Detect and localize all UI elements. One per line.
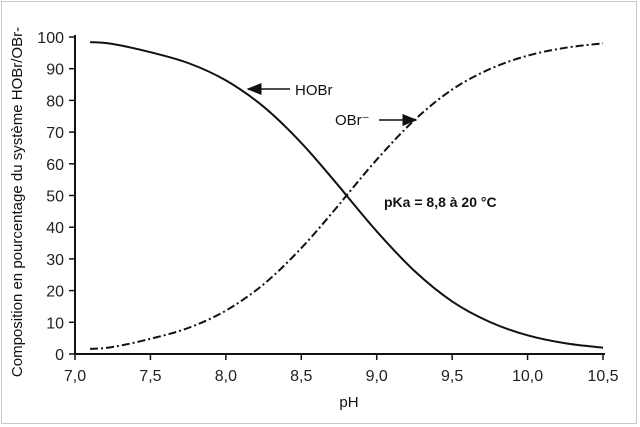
- x-tick-label: 9,0: [366, 368, 388, 385]
- x-axis-label: pH: [339, 394, 358, 411]
- y-axis-ticks: 0 10 20 30 40 50 60 70 80 90 100: [37, 30, 75, 364]
- y-tick-label: 60: [46, 157, 64, 174]
- y-tick-label: 20: [46, 284, 64, 301]
- y-tick-label: 90: [46, 62, 64, 79]
- y-tick-label: 50: [46, 189, 64, 206]
- x-tick-label: 7,0: [64, 368, 86, 385]
- y-tick-label: 40: [46, 220, 64, 237]
- hobr-annotation-label: HOBr: [295, 82, 333, 99]
- y-tick-label: 0: [55, 347, 64, 364]
- series-layer: [90, 41, 604, 350]
- hobr-curve: [90, 41, 604, 349]
- pka-annotation: pKa = 8,8 à 20 °C: [384, 194, 497, 210]
- x-axis-ticks: 7,0 7,5 8,0 8,5 9,0 9,5 10,0 10,5: [64, 354, 619, 385]
- y-tick-label: 30: [46, 252, 64, 269]
- y-tick-label: 100: [37, 30, 64, 47]
- x-tick-label: 7,5: [139, 368, 161, 385]
- y-tick-label: 80: [46, 93, 64, 110]
- y-axis-label: Composition en pourcentage du système HO…: [9, 27, 26, 377]
- x-tick-label: 10,0: [512, 368, 543, 385]
- x-tick-label: 9,5: [441, 368, 463, 385]
- y-tick-label: 10: [46, 315, 64, 332]
- x-tick-label: 8,5: [290, 368, 312, 385]
- obr-annotation-label: OBr⁻: [335, 112, 370, 129]
- x-tick-label: 8,0: [215, 368, 237, 385]
- obr-curve: [90, 42, 604, 350]
- x-tick-label: 10,5: [587, 368, 618, 385]
- y-tick-label: 70: [46, 125, 64, 142]
- axes: [74, 35, 605, 355]
